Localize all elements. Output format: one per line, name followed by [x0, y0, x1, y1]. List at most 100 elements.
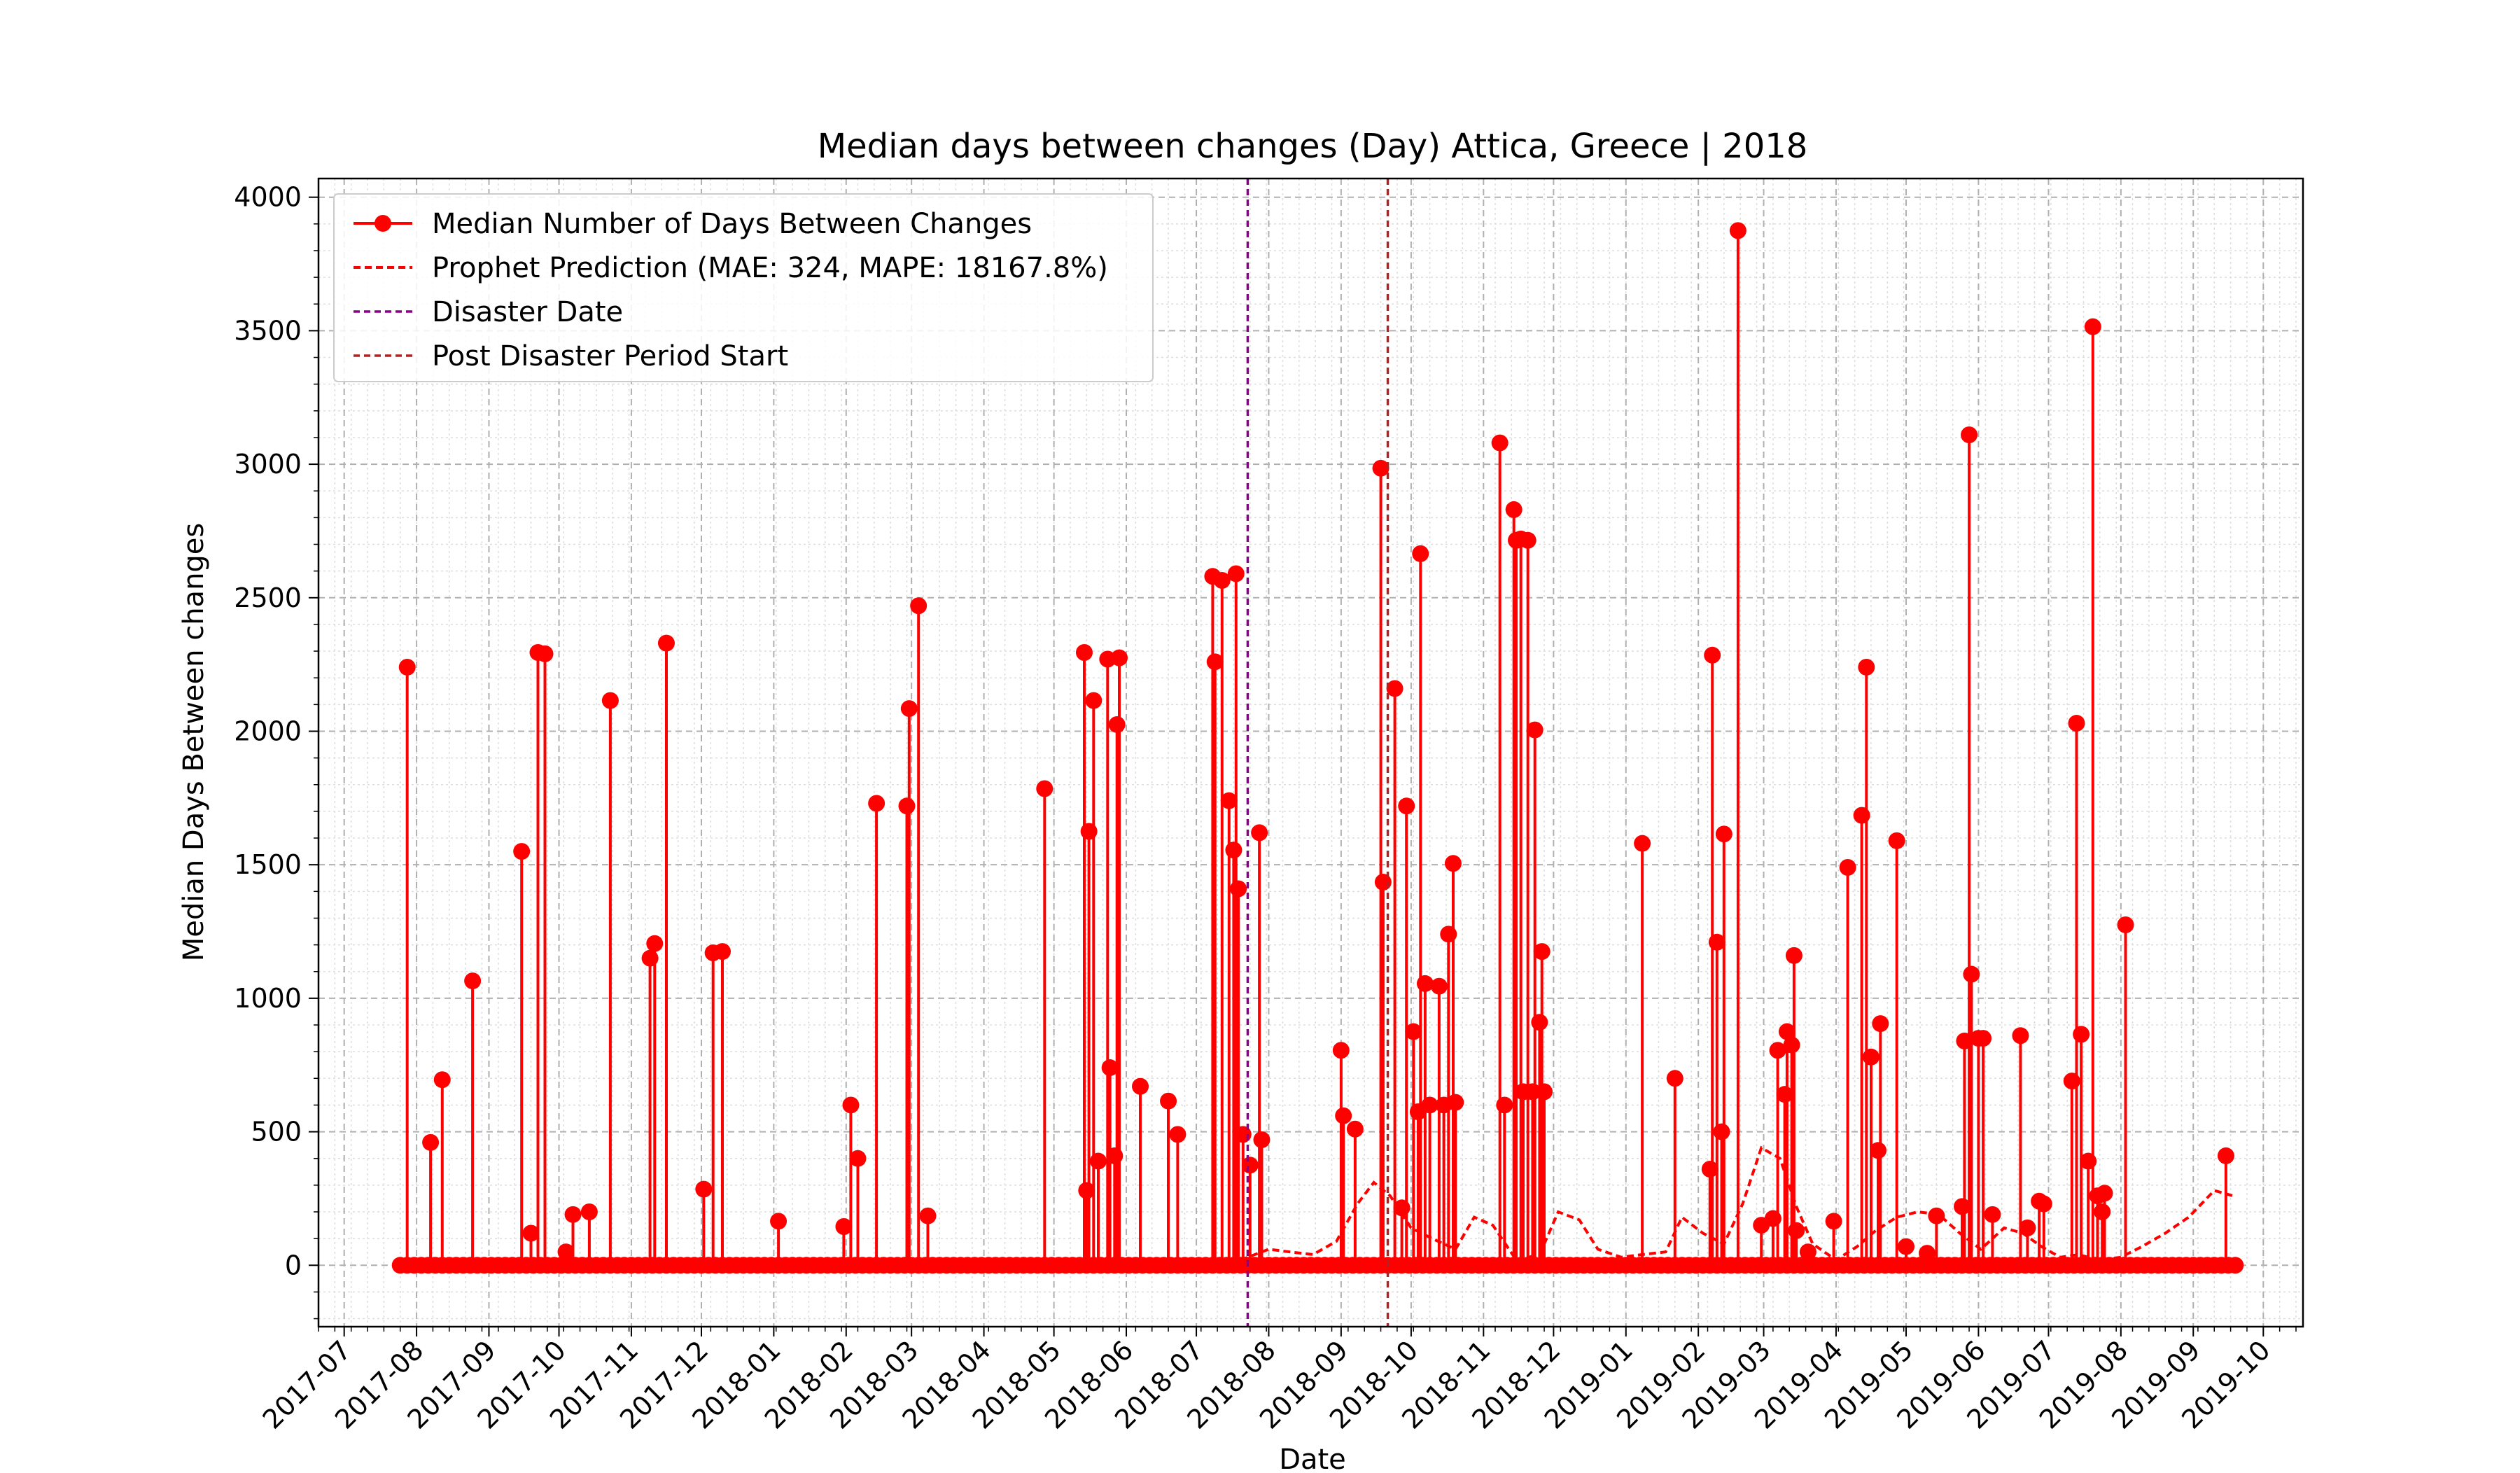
data-point	[1206, 653, 1224, 671]
data-point	[1078, 1182, 1096, 1199]
data-point	[2068, 715, 2085, 732]
data-point	[564, 1206, 582, 1223]
data-point	[2084, 318, 2101, 335]
data-point	[1928, 1207, 1945, 1224]
data-point	[2063, 1073, 2080, 1090]
data-point	[2227, 1257, 2244, 1274]
data-point	[1085, 692, 1102, 709]
data-point	[522, 1224, 540, 1242]
data-point	[464, 972, 482, 990]
data-point	[1398, 797, 1415, 815]
data-point	[1872, 1015, 1889, 1033]
data-point	[2096, 1185, 2113, 1202]
data-point	[1536, 1083, 1553, 1101]
data-point	[1447, 1094, 1464, 1111]
data-point	[1788, 1222, 1805, 1239]
data-point	[1075, 643, 1093, 661]
data-point	[641, 949, 659, 967]
data-point	[1634, 835, 1651, 852]
data-point	[1825, 1213, 1842, 1230]
data-point	[1430, 977, 1448, 995]
y-tick-label: 2000	[234, 715, 302, 746]
data-point	[1776, 1086, 1793, 1103]
data-point	[1132, 1077, 1149, 1095]
data-point	[1386, 680, 1404, 697]
data-point	[1412, 545, 1429, 562]
data-point	[1666, 1070, 1684, 1087]
y-tick-label: 0	[285, 1250, 302, 1280]
data-point	[1227, 565, 1245, 582]
data-point	[898, 797, 916, 815]
data-point	[1225, 842, 1242, 859]
data-point	[842, 1096, 860, 1114]
data-point	[1169, 1126, 1186, 1143]
data-point	[1491, 434, 1508, 452]
data-point	[657, 634, 675, 652]
data-point	[1496, 1096, 1513, 1114]
y-axis-title: Median Days Between changes	[178, 523, 210, 962]
y-tick-label: 3000	[234, 449, 302, 480]
legend-item-disaster-date: Disaster Date	[354, 296, 623, 328]
data-point	[1101, 1059, 1119, 1077]
data-point	[1230, 880, 1247, 898]
data-point	[1220, 792, 1238, 809]
data-point	[1251, 824, 1268, 842]
plot-frame	[317, 177, 2304, 1328]
legend-label: Prophet Prediction (MAE: 324, MAPE: 1816…	[432, 252, 1108, 284]
legend-label: Disaster Date	[432, 296, 623, 328]
data-point	[1519, 531, 1536, 549]
data-point	[1213, 572, 1231, 589]
data-point	[835, 1217, 853, 1235]
y-tick-label: 2500	[234, 582, 302, 613]
data-point	[1108, 715, 1126, 733]
data-point	[1089, 1152, 1107, 1170]
x-axis-title: Date	[1279, 1444, 1346, 1470]
data-point	[900, 700, 918, 718]
data-point	[868, 795, 886, 812]
data-point	[1984, 1206, 2001, 1223]
data-point	[1505, 501, 1522, 518]
data-point	[398, 658, 416, 676]
data-point	[1956, 1032, 1973, 1049]
data-point	[1701, 1160, 1718, 1178]
data-layer	[391, 179, 2244, 1327]
legend-label: Median Number of Days Between Changes	[432, 208, 1032, 240]
data-point	[1241, 1157, 1259, 1174]
data-point	[2035, 1195, 2052, 1213]
data-point	[770, 1213, 788, 1230]
y-tick-label: 1500	[234, 849, 302, 880]
data-point	[2094, 1203, 2111, 1220]
data-point	[1106, 1147, 1124, 1164]
data-point	[1526, 721, 1544, 739]
data-point	[1898, 1238, 1914, 1255]
data-point	[1335, 1107, 1352, 1124]
data-point	[1036, 780, 1054, 797]
data-point	[1160, 1092, 1177, 1110]
data-point	[1080, 823, 1098, 840]
data-point	[1729, 222, 1746, 239]
y-tick-label: 500	[251, 1117, 302, 1147]
data-point	[2217, 1147, 2234, 1164]
data-point	[1799, 1243, 1816, 1261]
data-point	[1888, 832, 1905, 849]
data-point	[646, 935, 664, 952]
data-point	[1785, 947, 1802, 964]
data-point	[1531, 1014, 1548, 1031]
data-point	[849, 1150, 867, 1167]
legend-item-prophet-prediction: Prophet Prediction (MAE: 324, MAPE: 1816…	[354, 252, 1108, 284]
data-point	[1346, 1120, 1364, 1138]
data-point	[1858, 658, 1875, 676]
data-point	[2080, 1152, 2097, 1170]
data-point	[557, 1243, 575, 1261]
legend-item-median-days: Median Number of Days Between Changes	[354, 208, 1032, 240]
data-point	[601, 692, 619, 709]
data-point	[1975, 1030, 1992, 1047]
legend-marker	[374, 215, 391, 232]
data-point	[1704, 646, 1721, 664]
data-point	[513, 843, 531, 860]
data-point	[1963, 965, 1980, 983]
data-point	[1253, 1131, 1270, 1149]
series-line-prophet-prediction	[1240, 1145, 2234, 1262]
